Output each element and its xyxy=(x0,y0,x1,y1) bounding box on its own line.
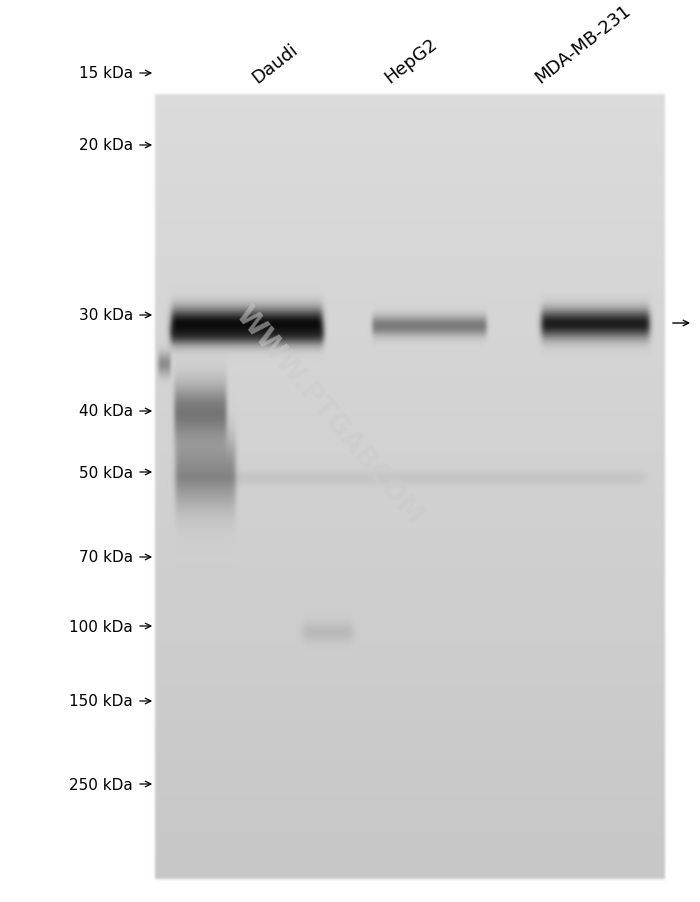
Text: 150 kDa: 150 kDa xyxy=(69,694,133,709)
Text: 100 kDa: 100 kDa xyxy=(69,619,133,634)
Text: 30 kDa: 30 kDa xyxy=(78,308,133,323)
Text: 20 kDa: 20 kDa xyxy=(79,138,133,153)
Text: Daudi: Daudi xyxy=(248,41,301,87)
Text: 250 kDa: 250 kDa xyxy=(69,777,133,792)
Text: HepG2: HepG2 xyxy=(382,35,441,87)
Text: WWW.PTGABCOM: WWW.PTGABCOM xyxy=(230,300,428,529)
Text: 40 kDa: 40 kDa xyxy=(79,404,133,419)
Text: 70 kDa: 70 kDa xyxy=(79,550,133,565)
Text: MDA-MB-231: MDA-MB-231 xyxy=(532,1,635,87)
Text: 50 kDa: 50 kDa xyxy=(79,465,133,480)
Text: 15 kDa: 15 kDa xyxy=(79,67,133,81)
